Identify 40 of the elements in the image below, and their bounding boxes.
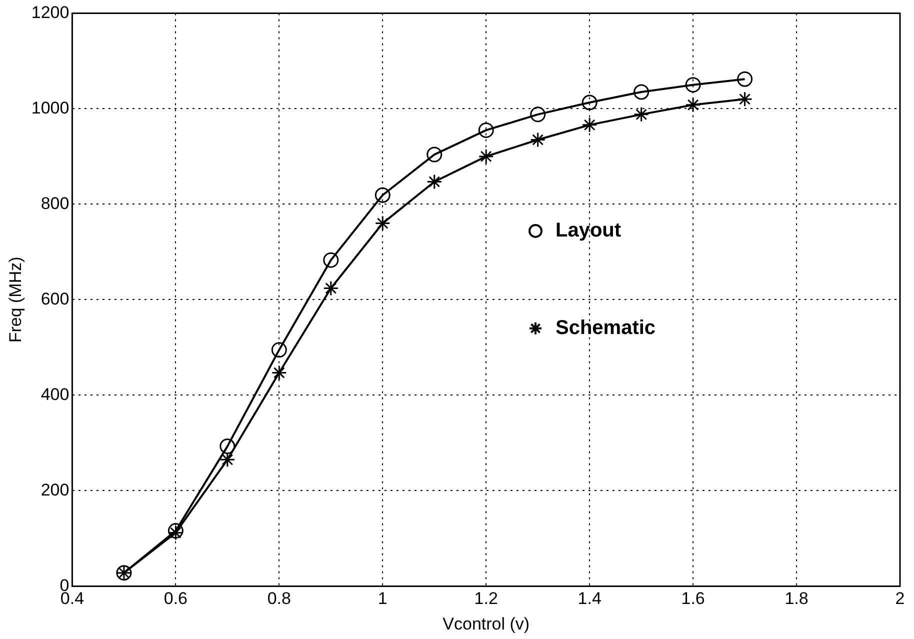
point [582, 94, 598, 110]
y-tick-label: 200 [40, 480, 70, 500]
point [478, 122, 494, 138]
x-tick-label: 1.4 [578, 589, 602, 608]
legend-label: Layout [556, 219, 622, 242]
point [634, 106, 650, 122]
x-tick-label: 0.6 [164, 589, 188, 608]
point [220, 438, 236, 454]
point [582, 117, 598, 133]
point [530, 106, 546, 122]
x-tick-label: 1.2 [474, 589, 498, 608]
x-tick-label: 2 [895, 589, 905, 608]
point [685, 97, 701, 113]
point [323, 252, 339, 268]
point [271, 365, 287, 381]
y-tick-label: 1200 [31, 2, 70, 22]
point [426, 174, 442, 190]
point [271, 342, 287, 358]
y-axis-title: Freq (MHz) [6, 256, 25, 343]
legend-label: Schematic [556, 316, 656, 339]
point [737, 91, 753, 107]
y-tick-label: 400 [40, 384, 70, 404]
y-tick-label: 800 [40, 194, 70, 213]
point [374, 187, 390, 203]
point [220, 452, 236, 468]
y-tick-label: 1000 [31, 98, 70, 118]
point [323, 280, 339, 296]
x-tick-label: 1 [378, 589, 388, 608]
x-tick-label: 1.8 [784, 589, 808, 608]
point [737, 71, 753, 87]
y-tick-label: 600 [40, 289, 70, 308]
x-tick-label: 1.6 [681, 589, 705, 608]
point [426, 146, 442, 162]
point [685, 77, 701, 93]
point [530, 132, 546, 148]
x-axis-title: Vcontrol (v) [442, 614, 530, 634]
x-tick-label: 0.8 [267, 589, 291, 608]
point [374, 216, 390, 232]
point [478, 148, 494, 164]
point [634, 84, 650, 100]
